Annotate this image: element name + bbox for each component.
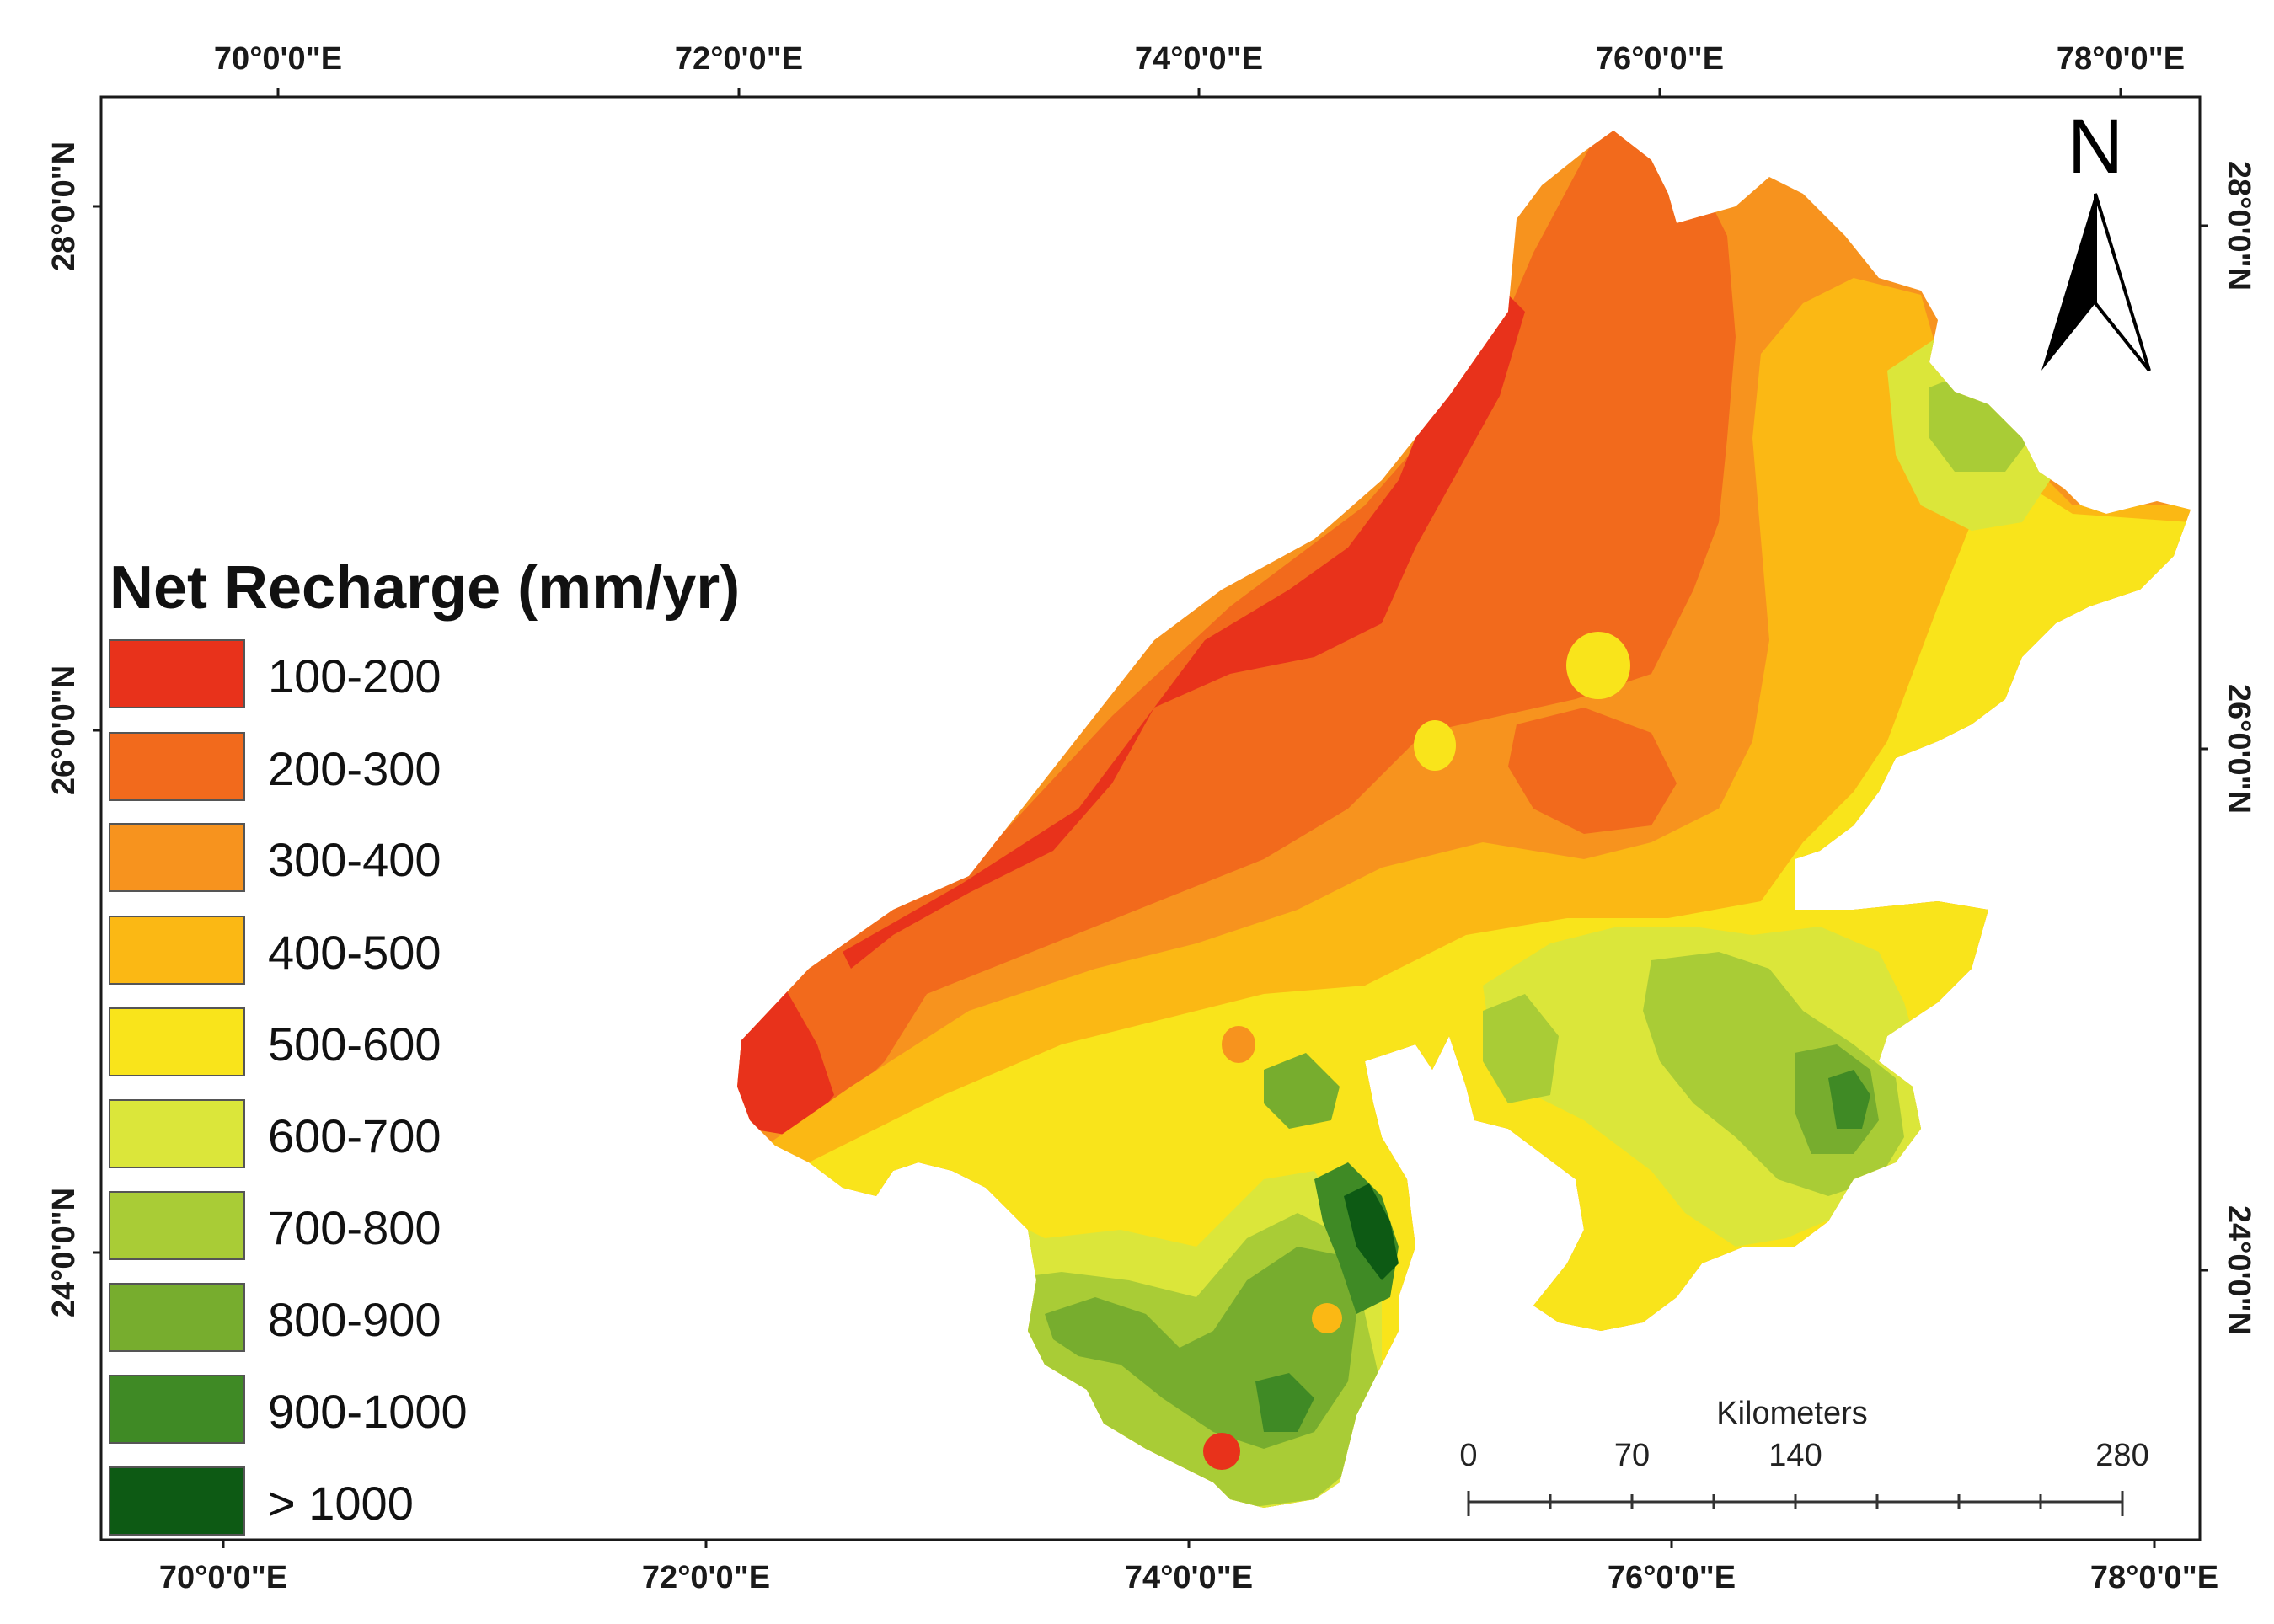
scale-tick-label: 70 (1614, 1438, 1650, 1473)
zone-500-600-spot (1566, 632, 1630, 699)
legend-label: 100-200 (268, 649, 441, 702)
bottom-lon-label: 72°0'0"E (642, 1560, 770, 1595)
zone-300-400-base (737, 131, 2191, 1508)
right-lat-label: 24°0'0"N (2221, 1205, 2256, 1335)
legend-swatch (109, 639, 245, 708)
north-label: N (2068, 104, 2123, 190)
legend-label: 500-600 (268, 1018, 441, 1071)
bottom-lon-label: 76°0'0"E (1608, 1560, 1736, 1595)
zone-900-1000-east (1828, 1070, 1870, 1129)
legend-swatch (109, 823, 245, 892)
scale-tick-label: 140 (1768, 1438, 1822, 1473)
scale-tick-label: 280 (2095, 1438, 2148, 1473)
legend-label: 400-500 (268, 926, 441, 979)
zone-200-300-east-lobe (1508, 708, 1677, 834)
bottom-lon-label: 74°0'0"E (1125, 1560, 1253, 1595)
legend-label: 900-1000 (268, 1385, 468, 1438)
zone-700-800-northeast (1929, 371, 2031, 472)
top-lon-label: 74°0'0"E (1135, 41, 1263, 77)
legend-label: 800-900 (268, 1293, 441, 1346)
top-longitude-labels: 70°0'0"E 72°0'0"E 74°0'0"E 76°0'0"E 78°0… (214, 41, 2185, 77)
north-arrow-right-half (2094, 193, 2151, 372)
zone-800-900-mid (1264, 1053, 1340, 1129)
left-latitude-labels: 28°0'0"N 26°0'0"N 24°0'0"N (46, 142, 82, 1317)
top-lon-label: 70°0'0"E (214, 41, 342, 77)
legend-title: Net Recharge (mm/yr) (110, 554, 740, 622)
legend-label: 300-400 (268, 833, 441, 886)
zone-over-1000 (1344, 1183, 1399, 1280)
zone-700-800-west (1483, 994, 1559, 1103)
top-lon-label: 76°0'0"E (1596, 41, 1724, 77)
legend-label: > 1000 (268, 1477, 414, 1530)
legend-label: 600-700 (268, 1109, 441, 1162)
right-latitude-labels: 28°0'0"N 26°0'0"N 24°0'0"N (2221, 161, 2256, 1335)
north-arrow-icon: N (2041, 104, 2151, 372)
zone-100-200-spot (1203, 1433, 1240, 1470)
graticule (93, 88, 2208, 1548)
north-arrow-left-half (2041, 194, 2095, 371)
zone-300-400-spot (1222, 1026, 1255, 1063)
right-lat-label: 26°0'0"N (2221, 684, 2256, 814)
zone-900-1000-south (1255, 1373, 1314, 1432)
legend-swatch (109, 1007, 245, 1076)
left-lat-label: 26°0'0"N (46, 665, 82, 795)
legend-swatch (109, 1099, 245, 1168)
legend-label: 700-800 (268, 1201, 441, 1254)
legend-label: 200-300 (268, 742, 441, 795)
legend-swatch (109, 1283, 245, 1352)
legend: Net Recharge (mm/yr) 100-200 200-300 300… (109, 554, 740, 1536)
bottom-lon-label: 78°0'0"E (2090, 1560, 2218, 1595)
scale-tick-label: 0 (1459, 1438, 1477, 1473)
recharge-map-region (737, 131, 2191, 1508)
legend-swatch (109, 732, 245, 801)
legend-swatch (109, 1466, 245, 1536)
zone-400-500-spot (1312, 1303, 1342, 1333)
scale-bar-title: Kilometers (1716, 1396, 1868, 1431)
left-lat-label: 28°0'0"N (46, 142, 82, 271)
left-lat-label: 24°0'0"N (46, 1188, 82, 1317)
zone-500-600-spot (1414, 720, 1456, 771)
legend-swatch (109, 1191, 245, 1260)
top-lon-label: 72°0'0"E (675, 41, 803, 77)
bottom-lon-label: 70°0'0"E (159, 1560, 287, 1595)
scale-bar: Kilometers 0 70 140 280 (1459, 1396, 2149, 1516)
map-frame (99, 95, 2202, 1541)
legend-swatch (109, 1375, 245, 1444)
top-lon-label: 78°0'0"E (2057, 41, 2185, 77)
legend-swatch (109, 916, 245, 985)
right-lat-label: 28°0'0"N (2221, 161, 2256, 291)
bottom-longitude-labels: 70°0'0"E 72°0'0"E 74°0'0"E 76°0'0"E 78°0… (159, 1560, 2218, 1595)
zone-100-200-west (737, 986, 834, 1137)
